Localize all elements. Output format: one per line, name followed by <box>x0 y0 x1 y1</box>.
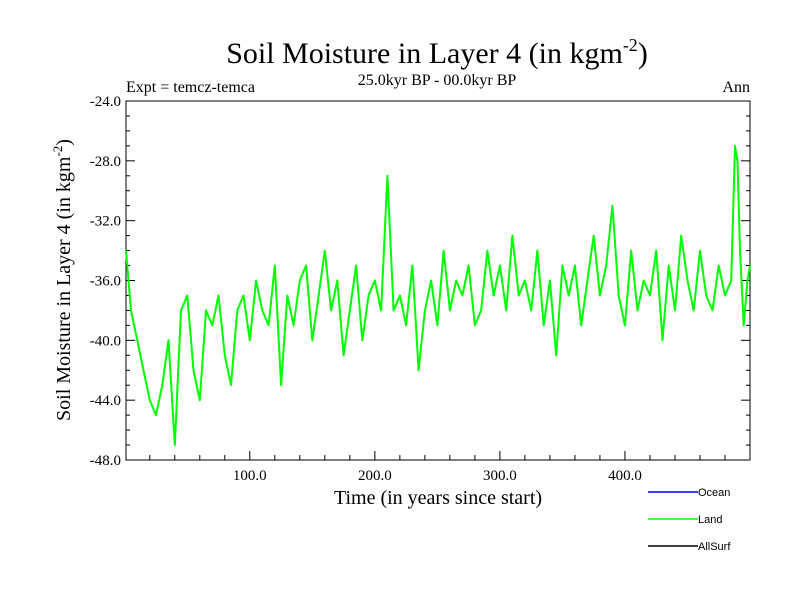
y-tick-label: -40.0 <box>90 333 121 349</box>
y-tick-label: -44.0 <box>90 393 121 409</box>
chart-subtitle: 25.0kyr BP - 00.0kyr BP <box>358 72 517 89</box>
x-axis: 100.0 200.0 300.0 400.0 <box>149 451 726 484</box>
legend-label-land: Land <box>698 514 722 526</box>
series-group <box>125 144 751 446</box>
x-axis-label: Time (in years since start) <box>334 487 542 509</box>
plot-area: 100.0 200.0 300.0 400.0 -48.0 -44.0 -40.0 -36.… <box>90 94 751 484</box>
legend: Ocean Land AllSurf <box>648 487 731 553</box>
plot-frame <box>125 100 751 461</box>
y-tick-label: -28.0 <box>90 154 121 170</box>
chart-title: Soil Moisture in Layer 4 (in kgm-2) <box>226 35 648 70</box>
x-tick-label: 400.0 <box>608 468 642 484</box>
legend-label-ocean: Ocean <box>698 487 730 499</box>
y-tick-label: -48.0 <box>90 453 121 469</box>
y-axis-label: Soil Moisture in Layer 4 (in kgm-2) <box>50 139 75 421</box>
x-tick-label: 100.0 <box>233 468 267 484</box>
series-line-land <box>125 144 751 446</box>
x-tick-label: 200.0 <box>358 468 392 484</box>
y-axis: -48.0 -44.0 -40.0 -36.0 -32.0 -28.0 -24.0 <box>90 94 750 469</box>
season-label: Ann <box>722 79 750 96</box>
legend-label-allsurf: AllSurf <box>698 541 731 553</box>
experiment-label: Expt = temcz-temca <box>126 79 255 96</box>
y-tick-label: -36.0 <box>90 274 121 290</box>
y-tick-label: -32.0 <box>90 214 121 230</box>
x-tick-label: 300.0 <box>483 468 517 484</box>
y-tick-label: -24.0 <box>90 94 121 110</box>
